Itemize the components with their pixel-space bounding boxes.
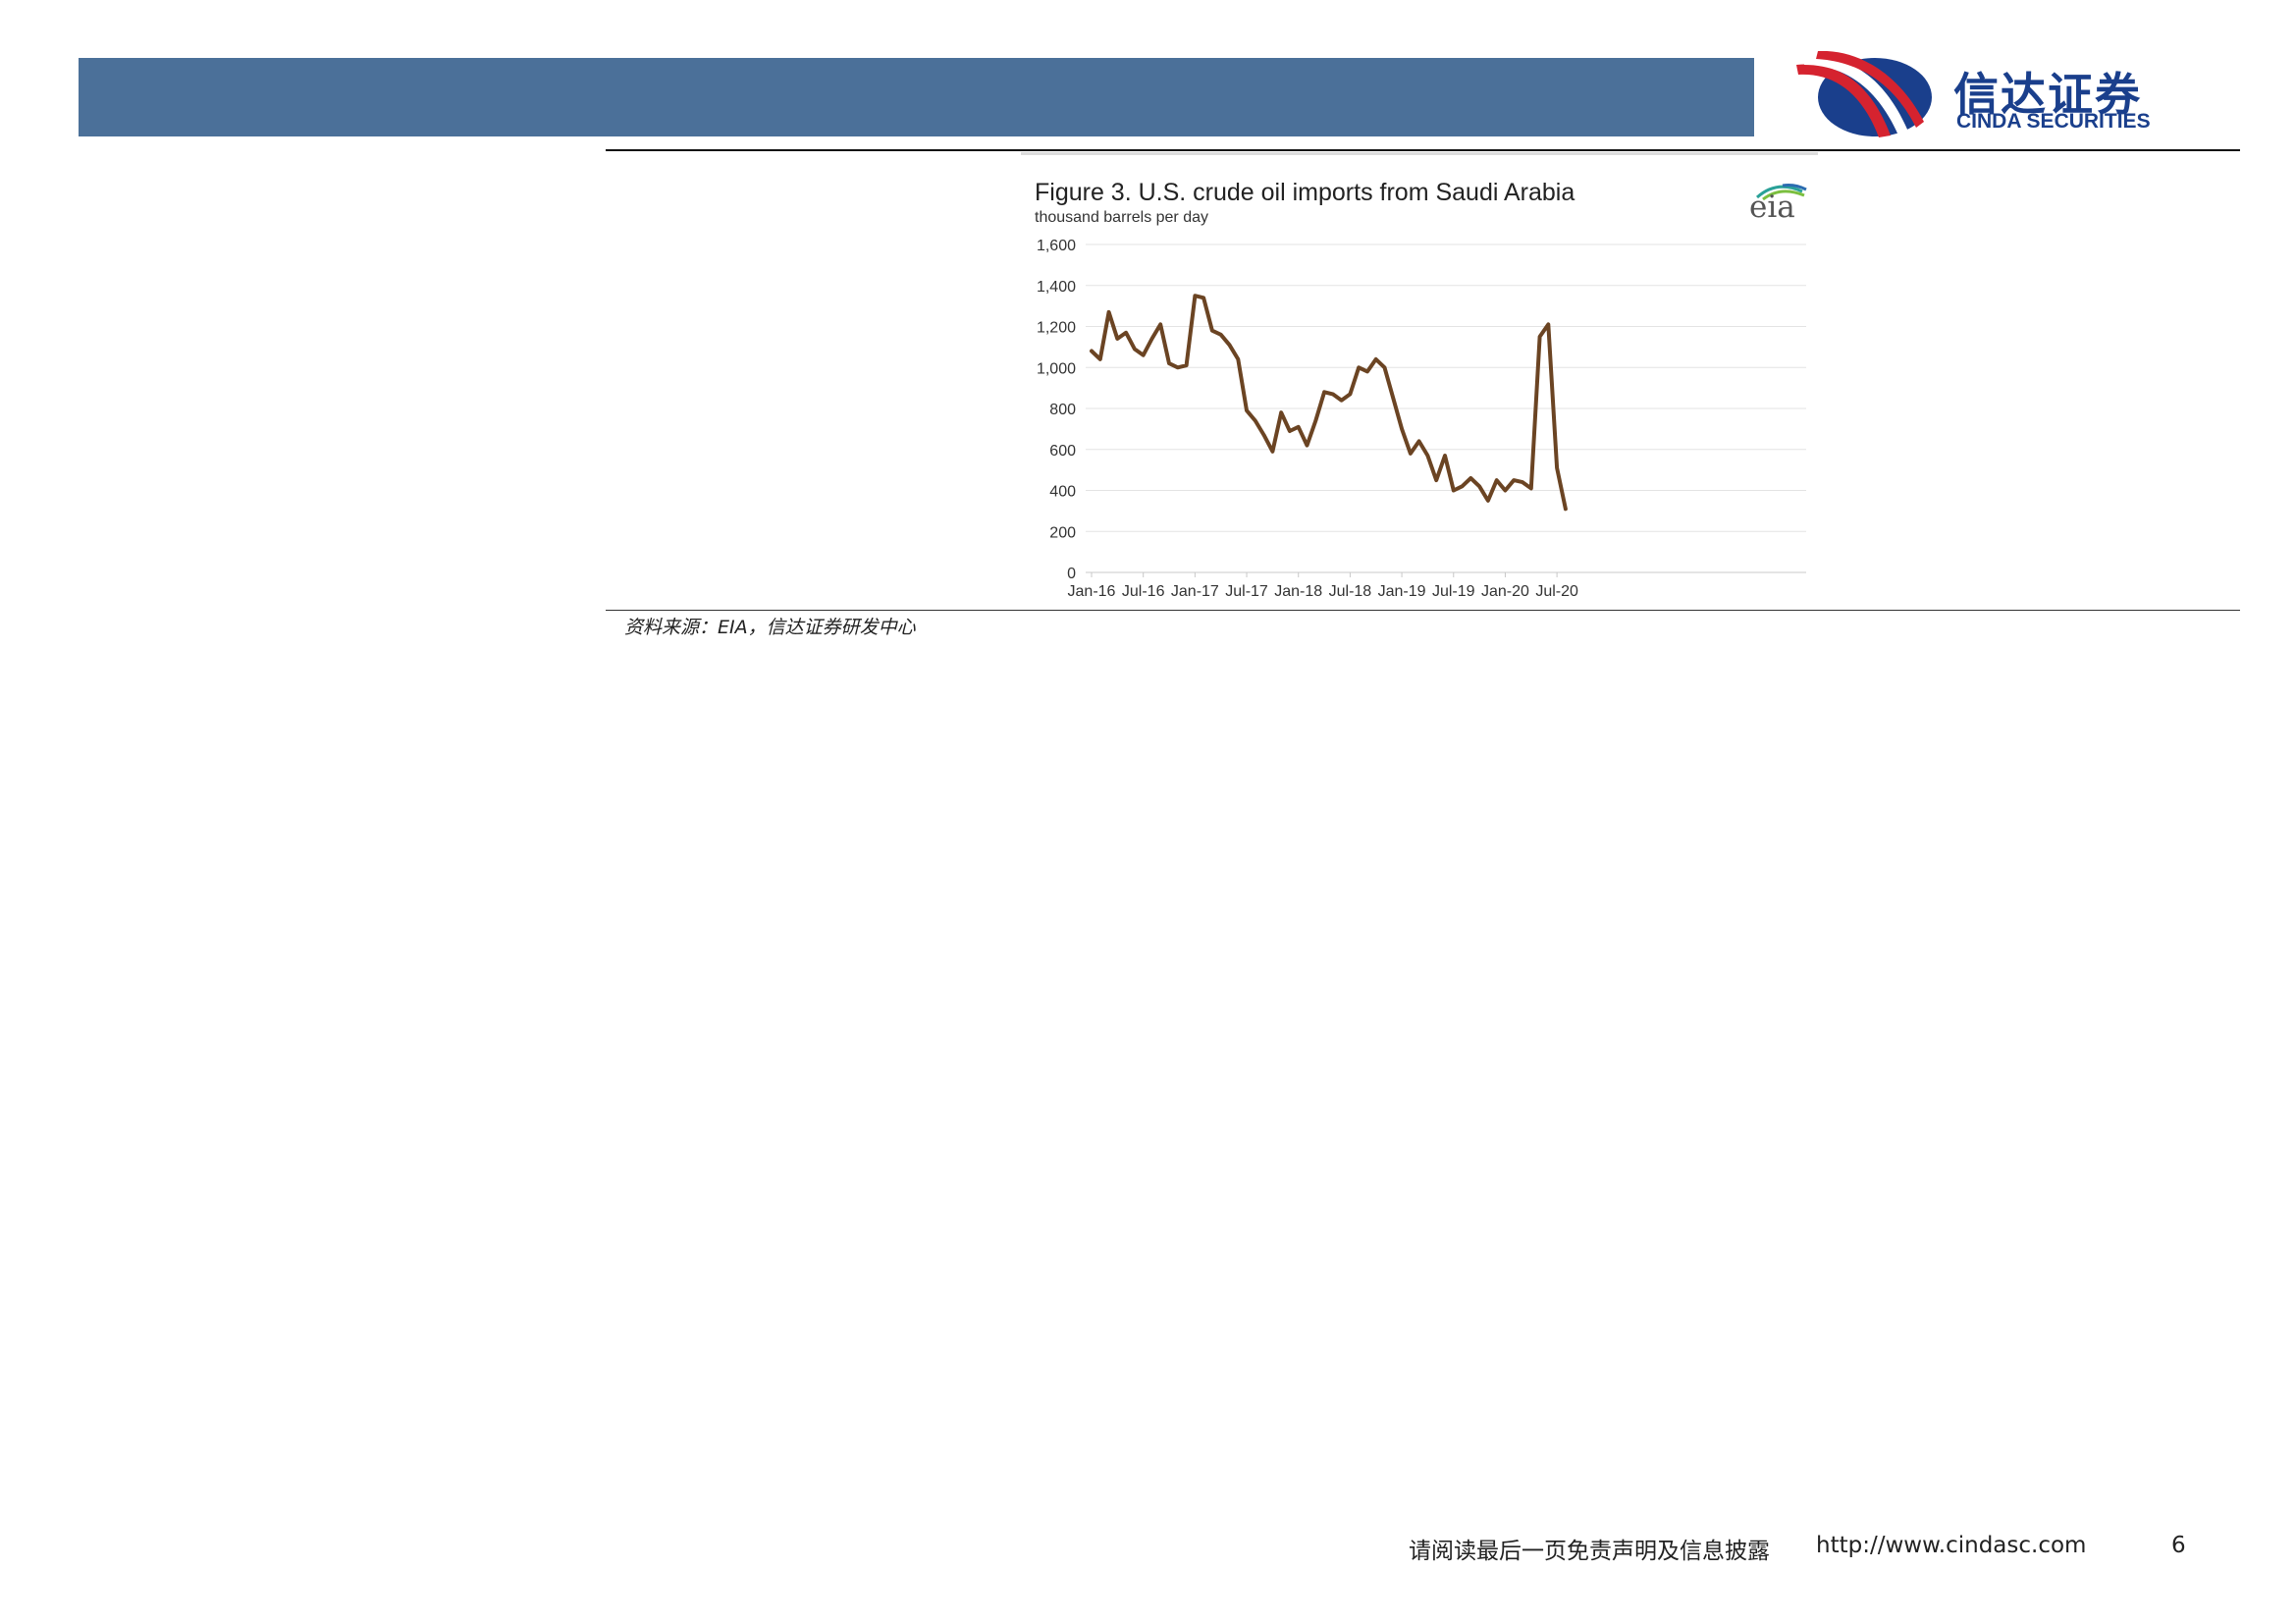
footer-disclaimer[interactable]: 请阅读最后一页免责声明及信息披露 <box>1409 1539 1770 1564</box>
y-tick-label: 1,400 <box>1037 279 1076 296</box>
y-tick-label: 1,000 <box>1037 360 1076 377</box>
series-line <box>1090 294 1568 512</box>
x-tick-label: Jul-17 <box>1225 583 1268 600</box>
eia-logo-text: eia <box>1749 189 1795 225</box>
eia-logo: eia <box>1747 182 1807 225</box>
chart-subtitle: thousand barrels per day <box>1035 209 1208 226</box>
footer-url-link[interactable]: http://www.cindasc.com <box>1816 1533 2087 1558</box>
y-tick-label: 400 <box>1049 484 1076 501</box>
cinda-logo: 信达证券 CINDA SECURITIES <box>1796 51 2151 139</box>
source-note: 资料来源：EIA，信达证券研发中心 <box>624 617 916 638</box>
y-tick-label: 1,200 <box>1037 320 1076 337</box>
x-tick-label: Jan-17 <box>1171 583 1219 600</box>
page-number: 6 <box>2171 1533 2186 1558</box>
header-bar <box>79 58 1754 136</box>
chart-title: Figure 3. U.S. crude oil imports from Sa… <box>1035 179 1575 206</box>
chart-figure: 0 200 400 600 800 1,000 1,200 1,400 1,600 Jan-16 J… <box>1021 152 1818 606</box>
chart-plot: 0 200 400 600 800 1,000 1,200 1,400 1,600 Jan-16 J… <box>1037 238 1806 600</box>
x-tick-label: Jan-20 <box>1481 583 1529 600</box>
y-tick-label: 600 <box>1049 443 1076 460</box>
x-tick-label: Jul-16 <box>1122 583 1165 600</box>
x-tick-label: Jan-16 <box>1068 583 1116 600</box>
y-tick-label: 200 <box>1049 524 1076 541</box>
y-tick-label: 0 <box>1067 566 1076 582</box>
y-tick-label: 1,600 <box>1037 238 1076 254</box>
y-tick-label: 800 <box>1049 402 1076 418</box>
bottom-rule <box>606 610 2240 611</box>
x-tick-label: Jul-20 <box>1535 583 1578 600</box>
logo-chinese-text: 信达证券 <box>1953 68 2142 121</box>
x-tick-label: Jan-19 <box>1378 583 1426 600</box>
x-tick-label: Jul-19 <box>1432 583 1475 600</box>
x-tick-label: Jul-18 <box>1329 583 1372 600</box>
chart-top-border <box>1021 152 1818 155</box>
cinda-globe-icon <box>1796 51 1932 137</box>
x-tick-label: Jan-18 <box>1274 583 1322 600</box>
eia-arc-icon <box>1755 184 1807 201</box>
top-rule <box>606 149 2240 151</box>
logo-english-text: CINDA SECURITIES <box>1956 110 2151 133</box>
